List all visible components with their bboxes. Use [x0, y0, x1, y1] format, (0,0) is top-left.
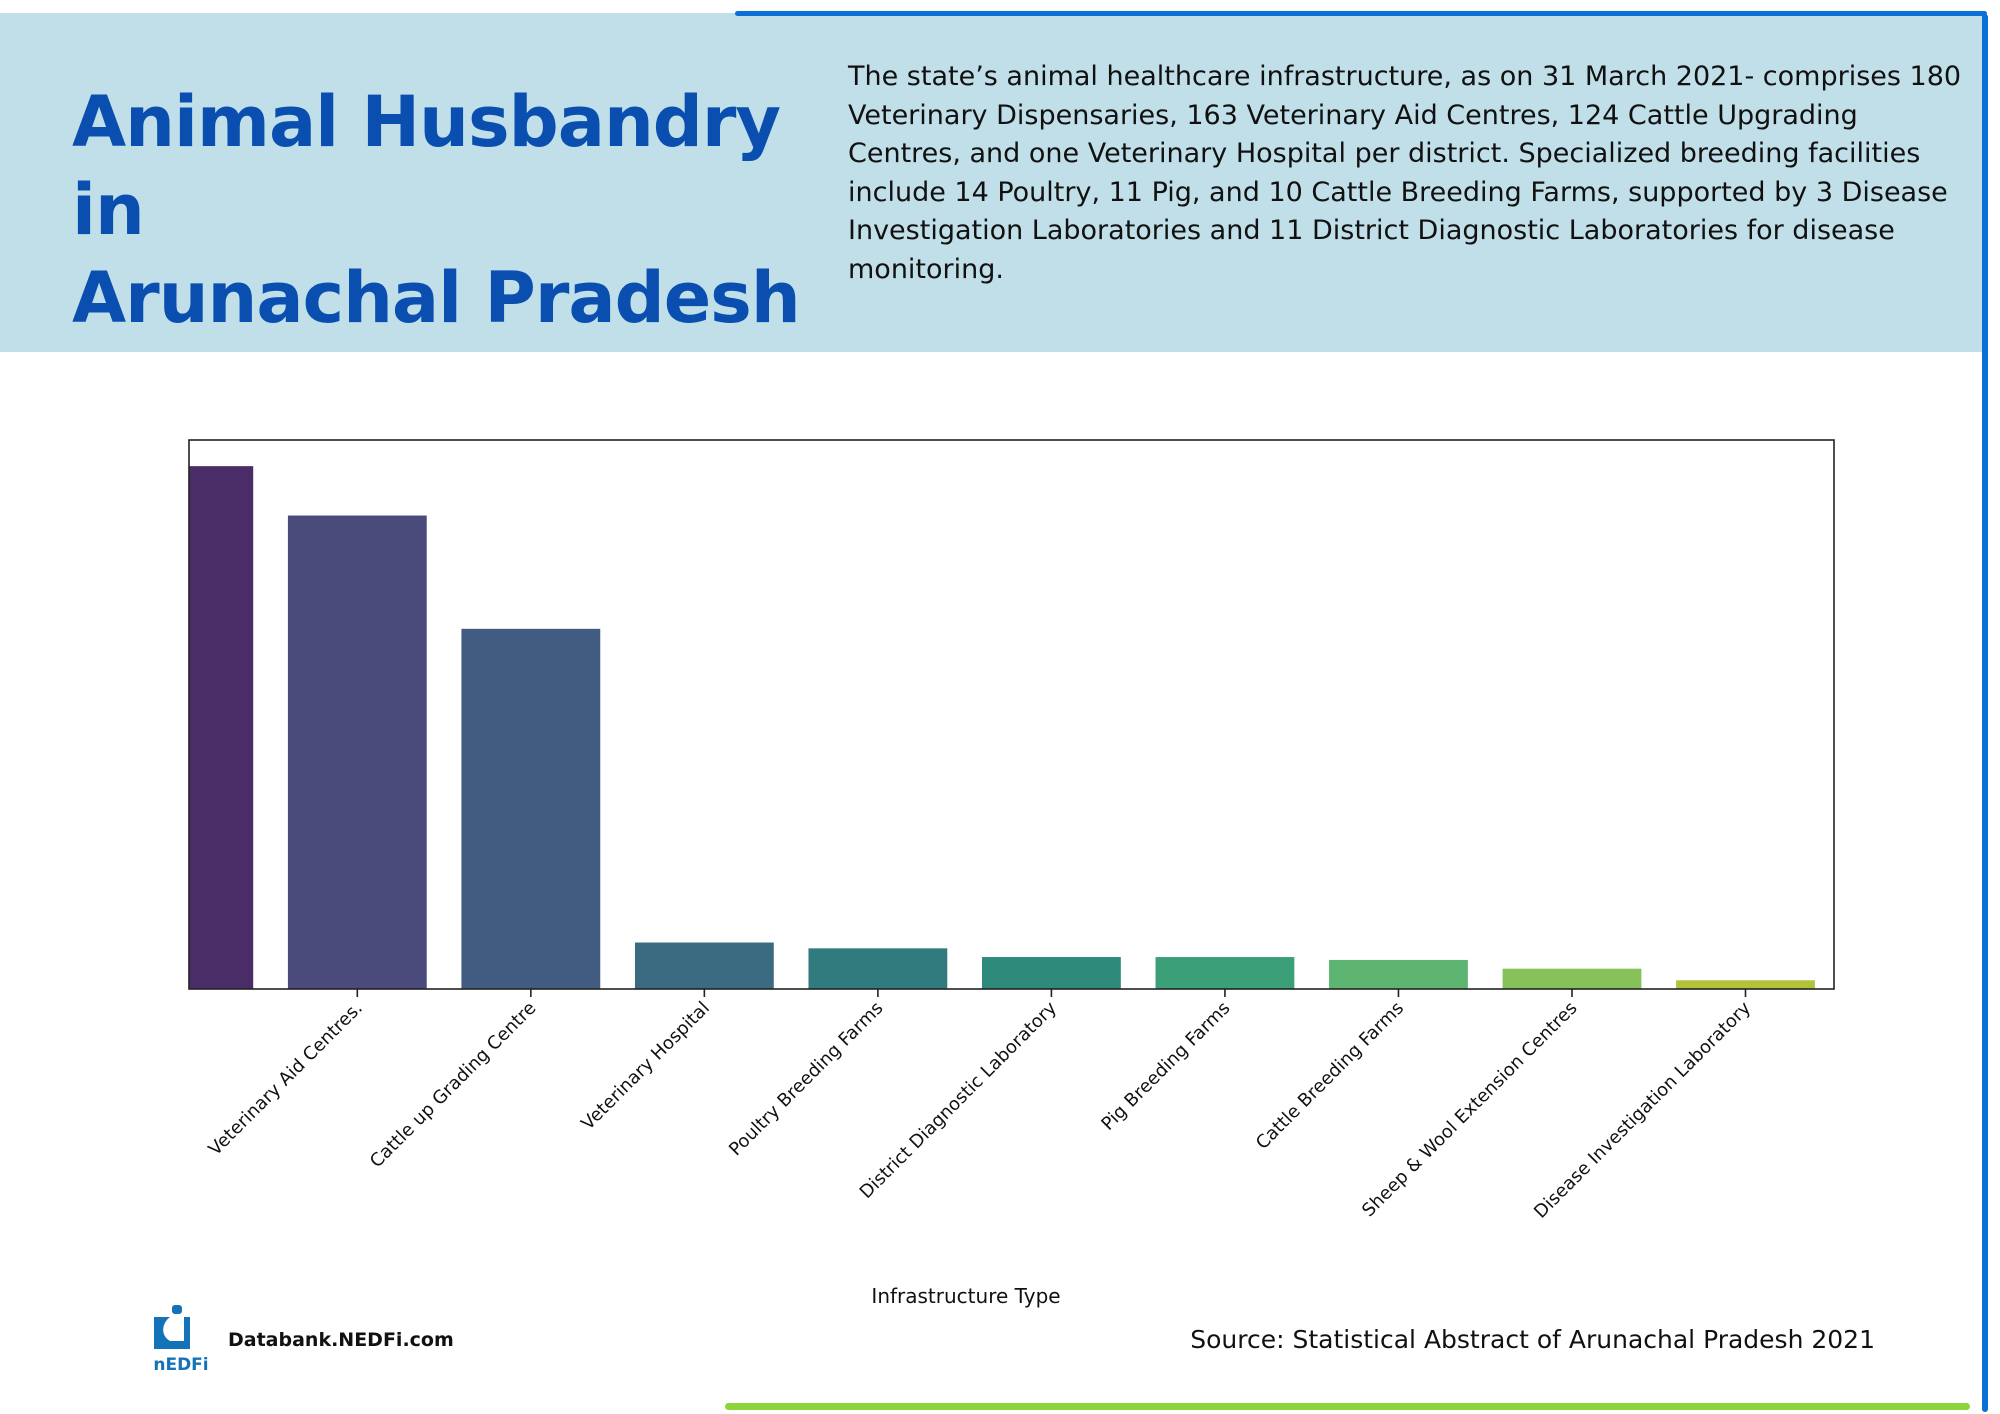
title-line-2: Arunachal Pradesh: [72, 257, 801, 339]
x-tick-label-3: Veterinary Hospital: [577, 998, 714, 1135]
page-title: Animal Husbandry in Arunachal Pradesh: [72, 78, 832, 342]
x-tick-label-8: Sheep & Wool Extension Centres: [1358, 998, 1581, 1221]
bar-5: [982, 957, 1121, 989]
x-tick-group: Veterinary Aid Centres. Cattle up Grading…: [205, 989, 1755, 1223]
site-link[interactable]: Databank.NEDFi.com: [228, 1329, 454, 1351]
bar-1: [287, 515, 427, 989]
description-text: The state’s animal healthcare infrastruc…: [848, 61, 1962, 285]
bar-7: [1329, 959, 1468, 989]
x-tick-label-5: District Diagnostic Laboratory: [856, 997, 1061, 1202]
bars-group: [189, 466, 1815, 990]
bar-6: [1155, 957, 1295, 989]
top-border-line: [735, 11, 1987, 16]
title-line-1: Animal Husbandry in: [72, 81, 781, 251]
nedfi-logo: nEDFi: [150, 1303, 212, 1375]
bar-9: [1676, 980, 1815, 989]
bar-4: [808, 948, 948, 989]
source-note: Source: Statistical Abstract of Arunacha…: [1190, 1325, 1875, 1354]
x-tick-label-6: Pig Breeding Farms: [1097, 998, 1234, 1135]
x-tick-label-1: Veterinary Aid Centres.: [205, 998, 367, 1160]
x-tick-label-2: Cattle up Grading Centre: [366, 998, 540, 1172]
bar-8: [1502, 968, 1642, 989]
bar-3: [634, 942, 774, 989]
svg-text:nEDFi: nEDFi: [153, 1355, 208, 1373]
bar-0: [189, 466, 254, 990]
bottom-border-line: [725, 1403, 1970, 1410]
x-tick-label-9: Disease Investigation Laboratory: [1530, 997, 1755, 1222]
header-banner: [0, 13, 1983, 352]
x-tick-label-7: Cattle Breeding Farms: [1252, 998, 1408, 1154]
right-border-line: [1982, 14, 1988, 1412]
x-axis-label: Infrastructure Type: [871, 1284, 1061, 1308]
bar-2: [461, 628, 601, 989]
axes-frame: [188, 439, 1835, 990]
x-tick-label-4: Poultry Breeding Farms: [725, 998, 887, 1160]
